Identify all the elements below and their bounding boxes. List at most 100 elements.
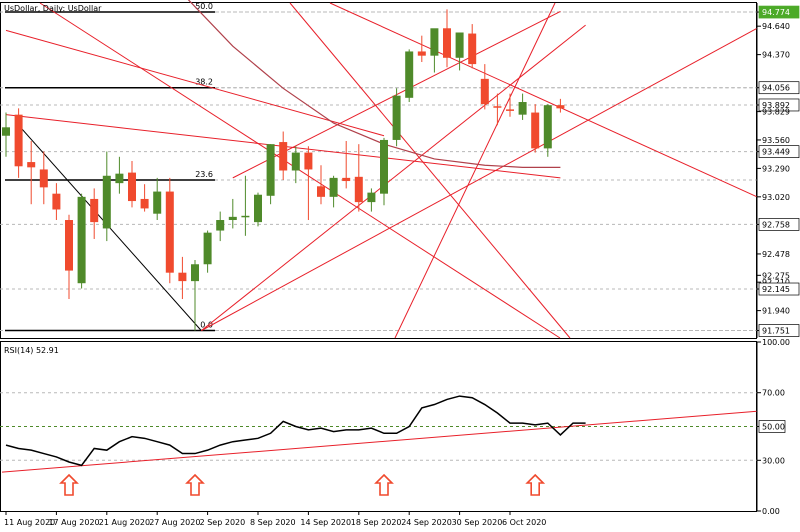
- up-arrow-icon: [185, 473, 205, 496]
- candle-down: [39, 151, 48, 205]
- price-label: 91.940: [762, 307, 790, 316]
- candle-body: [329, 177, 338, 197]
- candle-body: [140, 198, 149, 209]
- price-tag-box: [758, 98, 800, 112]
- candle-body: [90, 198, 99, 223]
- candle-body: [417, 51, 426, 56]
- price-tag: 92.145: [762, 285, 790, 294]
- time-label: 17 Aug 2020: [48, 518, 99, 527]
- candle-down: [531, 104, 540, 153]
- candle-body: [304, 152, 313, 170]
- candle-body: [128, 172, 136, 202]
- time-label: 6 Oct 2020: [502, 518, 546, 527]
- candle-body: [380, 139, 388, 194]
- candle-body: [65, 220, 73, 271]
- chart-title: UsDollar, Daily: UsDollar: [4, 4, 102, 13]
- candle-down: [65, 214, 73, 300]
- candle-down: [342, 141, 351, 189]
- up-arrow-icon: [374, 473, 394, 496]
- candle-body: [430, 28, 439, 56]
- candle-body: [14, 114, 23, 167]
- up-arrow-icon: [525, 473, 546, 496]
- candle-up: [228, 198, 237, 229]
- candle-body: [241, 215, 250, 218]
- time-label: 30 Sep 2020: [452, 518, 503, 527]
- moving-average-line: [187, 0, 561, 168]
- time-label: 8 Sep 2020: [250, 518, 296, 527]
- price-tag: 92.758: [762, 220, 790, 229]
- time-label: 27 Aug 2020: [149, 518, 200, 527]
- candle-body: [203, 232, 212, 265]
- price-tag-box: [758, 5, 800, 19]
- price-tag-box: [758, 145, 800, 158]
- candle-body: [39, 169, 48, 188]
- candle-body: [279, 142, 288, 171]
- rsi-line: [5, 395, 586, 467]
- rsi-tick-label: 30.00: [762, 456, 785, 465]
- candle-up: [430, 28, 439, 73]
- candle-down: [304, 146, 313, 221]
- candle-down: [90, 188, 99, 239]
- candle-body: [52, 193, 61, 210]
- price-tag-box: [758, 324, 800, 337]
- candle-down: [27, 141, 36, 205]
- candle-body: [153, 191, 162, 214]
- price-label: 93.290: [762, 164, 790, 173]
- candle-up: [191, 260, 199, 331]
- candle-body: [455, 32, 464, 58]
- rsi-tick-label: 0.00: [762, 507, 780, 516]
- price-panel-frame: [0, 2, 757, 339]
- price-label: 93.829: [762, 108, 790, 117]
- price-label: 93.020: [762, 193, 790, 202]
- candle-body: [531, 112, 540, 149]
- candle-down: [178, 256, 187, 300]
- candle-body: [443, 28, 451, 58]
- candle-body: [254, 194, 262, 223]
- rsi-tick-label: 100.00: [762, 338, 790, 347]
- candle-body: [27, 162, 36, 168]
- up-arrow-icon: [59, 473, 79, 496]
- channel-cross-line: [394, 2, 556, 339]
- candle-up: [455, 32, 464, 71]
- candles: [2, 9, 565, 331]
- candle-body: [102, 175, 111, 229]
- candle-body: [165, 191, 174, 273]
- time-label: 14 Sep 2020: [300, 518, 351, 527]
- candle-down: [14, 108, 23, 178]
- price-label: 92.275: [762, 271, 790, 280]
- candle-body: [216, 220, 225, 231]
- fib-level-label: 0.0: [200, 321, 213, 330]
- candle-up: [2, 112, 10, 157]
- candle-body: [191, 264, 199, 282]
- candle-up: [329, 175, 338, 208]
- candle-body: [392, 95, 401, 140]
- candle-up: [216, 211, 225, 242]
- candle-down: [279, 131, 288, 180]
- candle-up: [291, 146, 300, 184]
- candle-body: [493, 106, 502, 108]
- candle-body: [367, 192, 376, 203]
- candle-body: [291, 152, 300, 171]
- candle-down: [128, 161, 136, 208]
- candle-up: [77, 193, 86, 289]
- price-label: 94.640: [762, 22, 790, 31]
- candle-body: [2, 127, 10, 136]
- price-tag: 91.751: [762, 327, 790, 336]
- time-label: 2 Sep 2020: [200, 518, 246, 527]
- candle-up: [392, 88, 401, 147]
- candle-up: [241, 175, 250, 236]
- candle-body: [178, 272, 187, 282]
- rsi-tag-box: [758, 420, 786, 433]
- candle-body: [266, 144, 275, 196]
- price-tag: 93.449: [762, 148, 790, 157]
- candle-down: [443, 9, 451, 68]
- candle-up: [203, 230, 212, 273]
- price-label: 94.370: [762, 51, 790, 60]
- fib-level-label: 38.2: [195, 78, 213, 87]
- price-tag-box: [758, 218, 800, 231]
- candle-up: [115, 156, 124, 194]
- candle-up: [153, 177, 162, 221]
